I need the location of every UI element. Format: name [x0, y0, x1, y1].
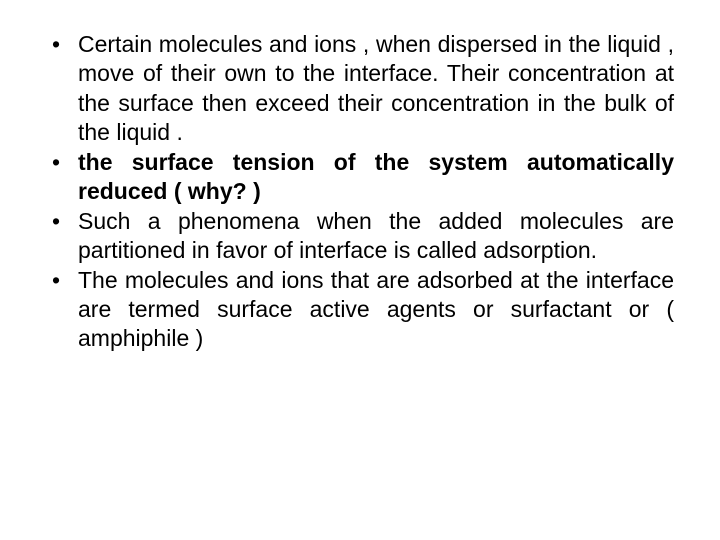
bullet-list: Certain molecules and ions , when disper…: [46, 30, 674, 354]
slide: Certain molecules and ions , when disper…: [0, 0, 720, 540]
bullet-item: the surface tension of the system automa…: [46, 148, 674, 207]
bullet-text: Certain molecules and ions , when disper…: [78, 30, 674, 148]
bullet-item: The molecules and ions that are adsorbed…: [46, 266, 674, 354]
bullet-text: Such a phenomena when the added molecule…: [78, 207, 674, 266]
bullet-text: The molecules and ions that are adsorbed…: [78, 266, 674, 354]
bullet-item: Certain molecules and ions , when disper…: [46, 30, 674, 148]
bullet-text: the surface tension of the system automa…: [78, 148, 674, 207]
bullet-item: Such a phenomena when the added molecule…: [46, 207, 674, 266]
